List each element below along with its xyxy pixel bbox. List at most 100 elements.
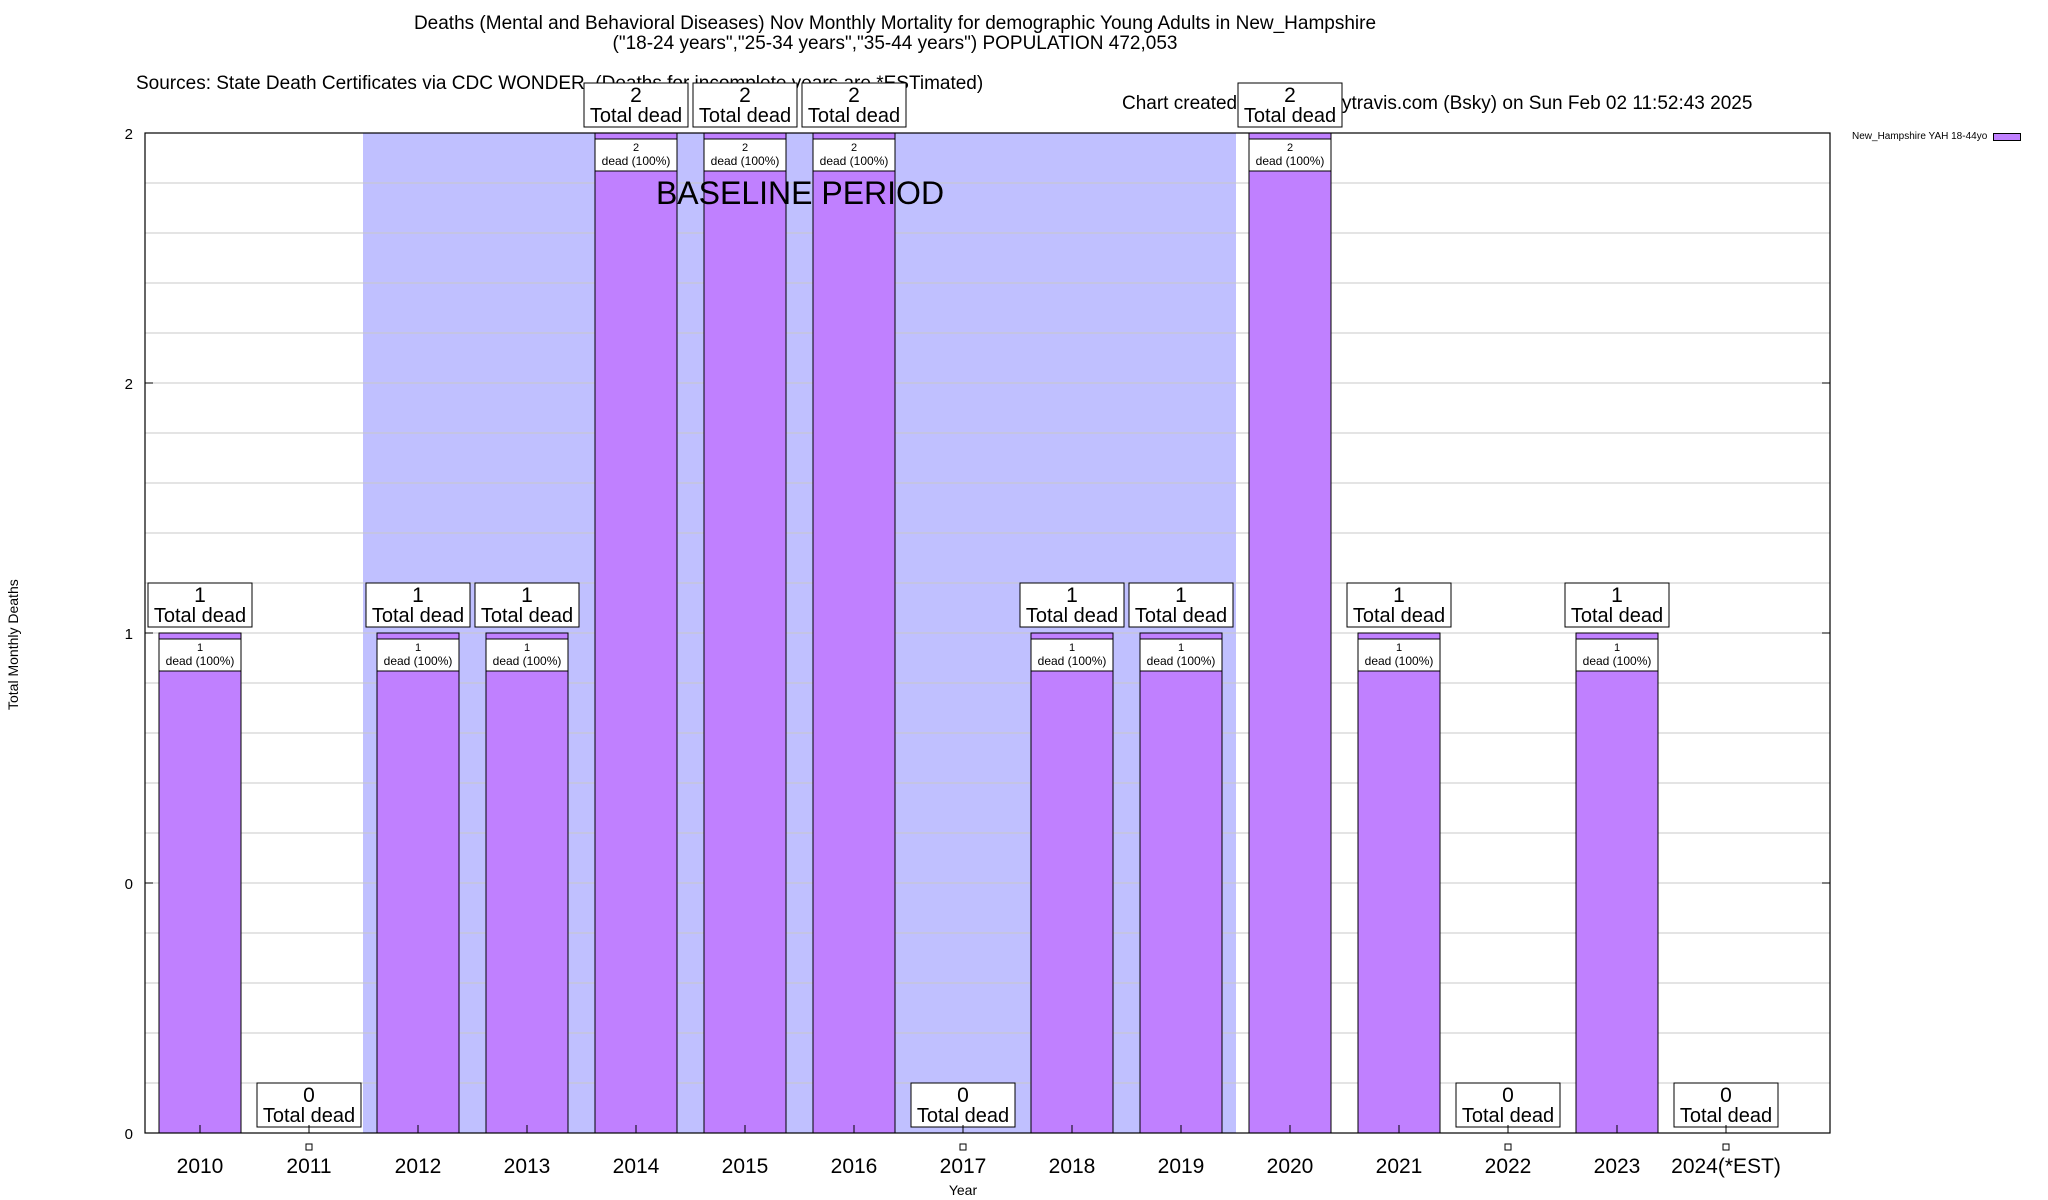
total-count-label: 1 [1611, 584, 1623, 607]
total-label-box [256, 1082, 362, 1128]
bar [594, 132, 678, 1134]
bar [1357, 632, 1441, 1134]
total-count-label: 1 [521, 584, 533, 607]
x-tick-label: 2013 [504, 1155, 551, 1178]
total-label-box [365, 582, 471, 628]
bar-inner-label-box [1248, 138, 1332, 172]
bar-inner-count: 1 [415, 642, 421, 654]
total-count-label: 1 [1066, 584, 1078, 607]
x-tick-label: 2024(*EST) [1671, 1155, 1781, 1178]
bar-inner-count: 1 [1069, 642, 1075, 654]
bar-inner-label: dead (100%) [1147, 654, 1216, 668]
total-count-label: 2 [630, 84, 642, 107]
x-tick-label: 2016 [831, 1155, 878, 1178]
chart-subtitle: ("18-24 years","25-34 years","35-44 year… [612, 33, 1178, 54]
total-label-box [801, 82, 907, 128]
bar-inner-label: dead (100%) [1365, 654, 1434, 668]
bar [1248, 132, 1332, 1134]
total-count-label: 1 [412, 584, 424, 607]
chart-title: Deaths (Mental and Behavioral Diseases) … [413, 13, 1377, 34]
bar-inner-label-box [376, 638, 460, 672]
x-tick-label: 2023 [1594, 1155, 1641, 1178]
zero-point-marker [1504, 1143, 1512, 1151]
bar [1575, 632, 1659, 1134]
total-label-box [583, 82, 689, 128]
x-tick-label: 2018 [1049, 1155, 1096, 1178]
total-label-box [1128, 582, 1234, 628]
bar-inner-label: dead (100%) [493, 654, 562, 668]
bar-inner-count: 1 [1178, 642, 1184, 654]
total-dead-label: Total dead [263, 1105, 355, 1127]
bar-inner-label: dead (100%) [711, 154, 780, 168]
bar-inner-count: 1 [1614, 642, 1620, 654]
legend-label: New_Hampshire YAH 18-44yo [1852, 131, 1988, 142]
legend-swatch [1993, 132, 2022, 141]
bar-inner-count: 1 [1396, 642, 1402, 654]
bar [485, 632, 569, 1134]
bar-inner-label-box [1139, 638, 1223, 672]
total-label-box [1564, 582, 1670, 628]
plot-frame [144, 132, 1831, 1134]
y-tick-label: 2 [125, 126, 133, 143]
total-label-box [1237, 82, 1343, 128]
bar [812, 132, 896, 1134]
total-dead-label: Total dead [154, 605, 246, 627]
bar-inner-label-box [1575, 638, 1659, 672]
bar-inner-label: dead (100%) [384, 654, 453, 668]
total-dead-label: Total dead [1026, 605, 1118, 627]
x-tick-label: 2021 [1376, 1155, 1423, 1178]
bar-inner-label: dead (100%) [602, 154, 671, 168]
total-label-box [1346, 582, 1452, 628]
total-label-box [147, 582, 253, 628]
y-tick-label: 0 [125, 876, 133, 893]
x-tick-label: 2019 [1158, 1155, 1205, 1178]
bar-inner-count: 2 [633, 142, 639, 154]
total-label-box [910, 1082, 1016, 1128]
total-count-label: 1 [1175, 584, 1187, 607]
bar-inner-label: dead (100%) [1256, 154, 1325, 168]
bar-inner-label-box [703, 138, 787, 172]
bar-inner-label-box [1030, 638, 1114, 672]
total-dead-label: Total dead [1571, 605, 1663, 627]
x-tick-label: 2012 [395, 1155, 442, 1178]
bar-inner-label-box [812, 138, 896, 172]
total-dead-label: Total dead [1244, 105, 1336, 127]
total-dead-label: Total dead [372, 605, 464, 627]
y-tick-label: 2 [125, 376, 133, 393]
bar-inner-count: 1 [524, 642, 530, 654]
total-label-box [1673, 1082, 1779, 1128]
bar [376, 632, 460, 1134]
total-count-label: 2 [739, 84, 751, 107]
total-dead-label: Total dead [590, 105, 682, 127]
x-tick-label: 2010 [177, 1155, 224, 1178]
total-label-box [1455, 1082, 1561, 1128]
bar-inner-count: 2 [1287, 142, 1293, 154]
x-tick-label: 2011 [286, 1155, 331, 1178]
zero-point-marker [305, 1143, 313, 1151]
x-tick-label: 2022 [1485, 1155, 1532, 1178]
bar [1030, 632, 1114, 1134]
total-count-label: 2 [848, 84, 860, 107]
bar-inner-count: 1 [197, 642, 203, 654]
total-label-box [1019, 582, 1125, 628]
y-tick-label: 0 [125, 1126, 133, 1143]
x-axis-label: Year [949, 1182, 978, 1198]
total-dead-label: Total dead [699, 105, 791, 127]
x-tick-label: 2015 [722, 1155, 769, 1178]
total-count-label: 1 [194, 584, 206, 607]
total-count-label: 0 [957, 1084, 969, 1107]
total-dead-label: Total dead [1135, 605, 1227, 627]
total-dead-label: Total dead [808, 105, 900, 127]
bar-inner-label: dead (100%) [820, 154, 889, 168]
bar-inner-label-box [594, 138, 678, 172]
bar-inner-label: dead (100%) [1038, 654, 1107, 668]
y-tick-label: 1 [125, 626, 133, 643]
baseline-period-label: BASELINE PERIOD [656, 175, 944, 211]
bar-inner-label-box [485, 638, 569, 672]
total-count-label: 0 [1502, 1084, 1514, 1107]
total-dead-label: Total dead [917, 1105, 1009, 1127]
bar [703, 132, 787, 1134]
zero-point-marker [959, 1143, 967, 1151]
zero-point-marker [1722, 1143, 1730, 1151]
